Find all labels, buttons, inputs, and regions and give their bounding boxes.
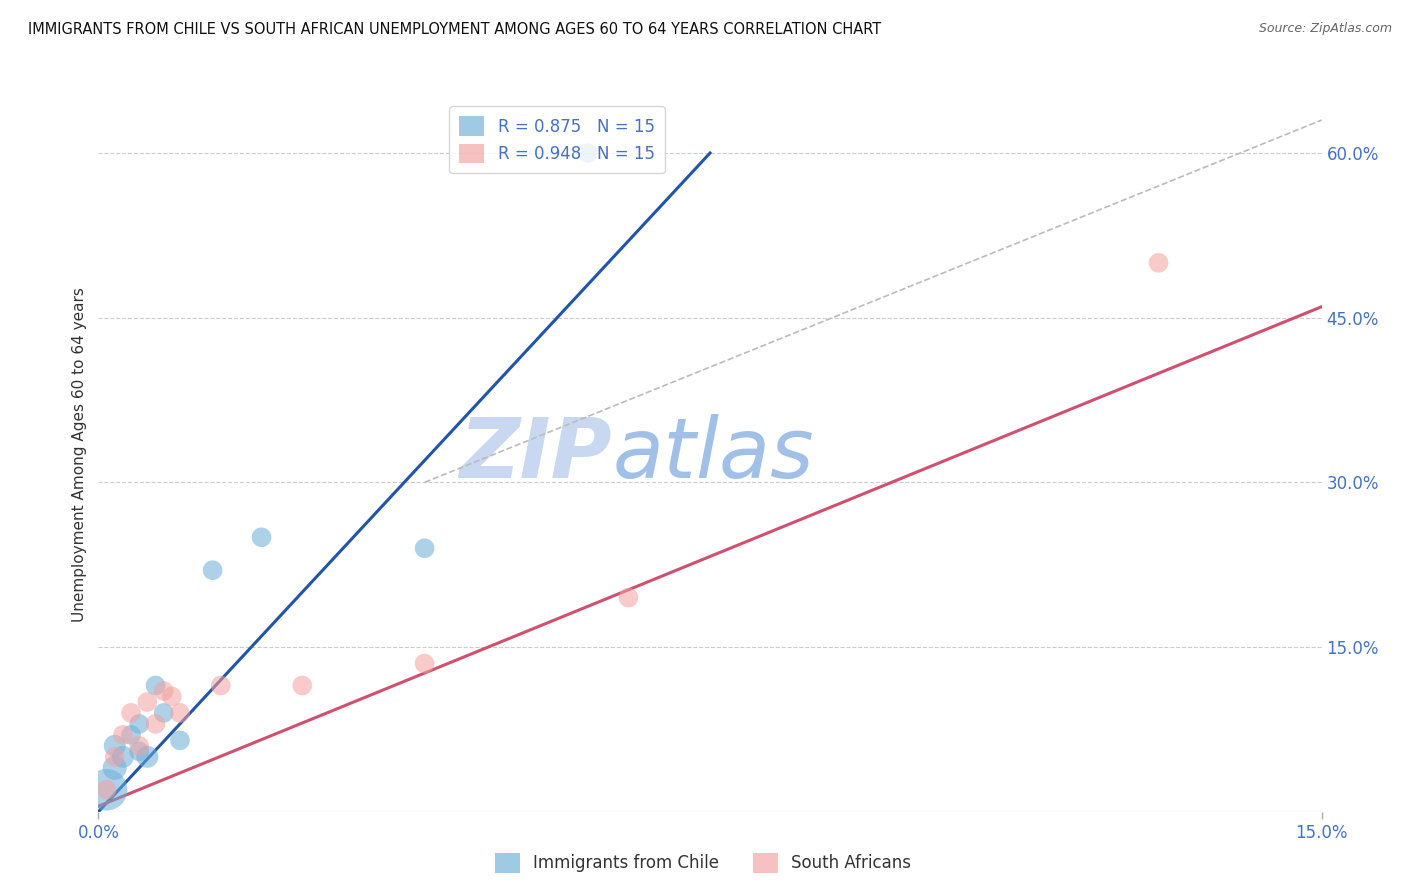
Point [209,678,232,692]
Point [136,695,159,709]
Point [576,146,599,161]
Point [160,690,183,704]
Point [201,563,224,577]
Point [111,749,134,764]
Point [104,739,127,753]
Point [169,706,191,720]
Point [413,657,436,671]
Point [96,782,118,797]
Point [104,761,127,775]
Text: ZIP: ZIP [460,415,612,495]
Point [96,782,118,797]
Point [145,717,167,731]
Point [128,739,150,753]
Text: Source: ZipAtlas.com: Source: ZipAtlas.com [1258,22,1392,36]
Point [152,684,174,698]
Point [128,717,150,731]
Point [291,678,314,692]
Point [169,733,191,747]
Point [1147,256,1170,270]
Point [120,728,142,742]
Point [617,591,640,605]
Legend: R = 0.875   N = 15, R = 0.948   N = 15: R = 0.875 N = 15, R = 0.948 N = 15 [450,106,665,173]
Point [152,706,174,720]
Text: IMMIGRANTS FROM CHILE VS SOUTH AFRICAN UNEMPLOYMENT AMONG AGES 60 TO 64 YEARS CO: IMMIGRANTS FROM CHILE VS SOUTH AFRICAN U… [28,22,882,37]
Point [136,749,159,764]
Point [120,706,142,720]
Legend: Immigrants from Chile, South Africans: Immigrants from Chile, South Africans [488,847,918,880]
Point [104,749,127,764]
Point [111,728,134,742]
Text: atlas: atlas [612,415,814,495]
Point [250,530,273,544]
Point [413,541,436,556]
Y-axis label: Unemployment Among Ages 60 to 64 years: Unemployment Among Ages 60 to 64 years [72,287,87,623]
Point [145,678,167,692]
Point [128,744,150,758]
